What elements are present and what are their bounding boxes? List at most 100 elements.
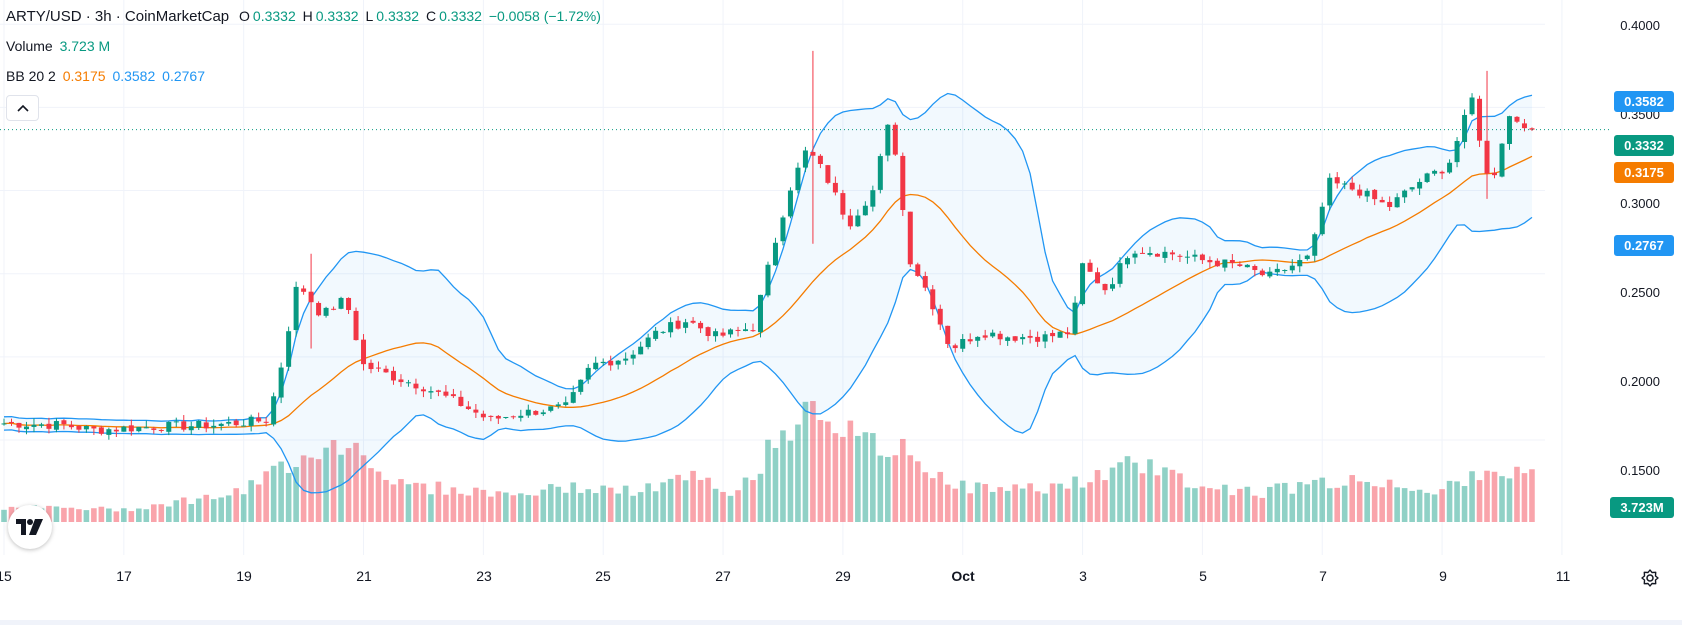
low-label: L — [365, 8, 374, 24]
legend-bollinger[interactable]: BB 20 2 0.3175 0.3582 0.2767 — [6, 68, 208, 84]
volume-bar — [1356, 481, 1363, 522]
volume-bar — [368, 468, 374, 522]
low-value: 0.3332 — [376, 8, 420, 24]
bb-upper-value: 0.3582 — [112, 68, 156, 84]
candle-body — [1469, 97, 1475, 115]
tradingview-logo-icon — [16, 519, 43, 535]
volume-bar — [1177, 473, 1183, 522]
volume-bar — [914, 461, 921, 522]
candle-body — [405, 382, 411, 384]
tradingview-logo[interactable] — [8, 505, 52, 549]
candle-body — [540, 412, 546, 415]
candle-body — [1012, 336, 1018, 341]
volume-bar — [106, 508, 112, 522]
volume-bar — [765, 439, 771, 522]
volume-bar — [622, 485, 629, 522]
candle-body — [585, 367, 591, 380]
candle-body — [1244, 264, 1250, 268]
volume-bar — [1484, 470, 1490, 522]
candle-body — [795, 167, 801, 191]
candle-body — [810, 151, 816, 156]
x-tick: 19 — [236, 568, 252, 584]
high-value: 0.3332 — [315, 8, 359, 24]
candle-body — [1492, 172, 1498, 176]
volume-bar — [1042, 493, 1048, 522]
volume-bar — [98, 506, 105, 522]
volume-bar — [345, 448, 352, 522]
candle-body — [23, 426, 29, 430]
candle-body — [900, 155, 906, 211]
collapse-legend-button[interactable] — [6, 95, 39, 121]
volume-bar — [360, 455, 367, 522]
candle-body — [1402, 190, 1408, 198]
volume-bar — [562, 492, 569, 522]
candle-body — [772, 242, 778, 266]
volume-bar — [989, 491, 996, 522]
volume-bar — [1199, 486, 1206, 522]
candle-body — [286, 331, 292, 367]
volume-bar — [465, 495, 472, 522]
candle-body — [1447, 162, 1453, 173]
candle-body — [1282, 270, 1288, 272]
candle-body — [46, 423, 52, 429]
x-tick: 7 — [1319, 568, 1327, 584]
candle-body — [1521, 123, 1527, 129]
candle-body — [1454, 140, 1460, 163]
volume-bar — [1117, 462, 1123, 522]
volume-bar — [428, 494, 434, 522]
volume-bar — [285, 472, 292, 522]
candle-body — [248, 416, 254, 426]
candle-body — [1529, 128, 1535, 130]
candle-body — [1177, 255, 1183, 257]
candle-body — [308, 291, 314, 303]
volume-bar — [173, 500, 180, 522]
volume-bar — [165, 506, 172, 522]
volume-bar — [1476, 480, 1483, 522]
volume-bar — [195, 498, 202, 522]
volume-bar — [1132, 462, 1138, 522]
volume-bar — [218, 497, 225, 522]
volume-bar — [1289, 493, 1296, 522]
volume-bar — [1244, 486, 1251, 522]
volume-bar — [959, 480, 966, 522]
volume-bar — [1064, 488, 1071, 522]
volume-bar — [420, 483, 427, 522]
volume-bar — [1416, 489, 1423, 522]
candle-body — [683, 322, 689, 328]
candle-body — [862, 205, 868, 216]
volume-bar — [1079, 487, 1086, 522]
volume-bar — [922, 472, 929, 522]
volume-bar — [944, 484, 951, 522]
candle-body — [203, 422, 209, 429]
candle-body — [316, 302, 322, 316]
candle-body — [555, 404, 561, 407]
candle-body — [1417, 181, 1423, 189]
candle-body — [323, 307, 329, 316]
chevron-up-icon — [16, 104, 29, 112]
candle-body — [1207, 260, 1213, 263]
candle-body — [1499, 143, 1505, 177]
gear-icon[interactable] — [1640, 568, 1660, 588]
candle-body — [1229, 260, 1235, 263]
candle-body — [1387, 201, 1393, 208]
symbol-title[interactable]: ARTY/USD · 3h · CoinMarketCap — [6, 8, 230, 25]
candle-body — [61, 420, 67, 425]
bb-upper-badge: 0.3582 — [1614, 91, 1674, 112]
candle-body — [428, 391, 434, 393]
candle-body — [847, 215, 853, 227]
x-tick: 9 — [1439, 568, 1447, 584]
volume-bar — [435, 481, 442, 522]
volume-bar — [136, 508, 142, 522]
volume-bar — [1237, 488, 1243, 522]
legend-volume[interactable]: Volume 3.723 M — [6, 38, 113, 54]
candle-body — [1035, 336, 1041, 342]
candle-body — [1087, 262, 1093, 272]
volume-bar — [1431, 494, 1438, 522]
candle-body — [922, 276, 928, 288]
volume-bar — [503, 492, 509, 522]
candle-body — [563, 402, 569, 405]
candle-body — [1102, 283, 1108, 291]
volume-bar — [697, 479, 704, 522]
